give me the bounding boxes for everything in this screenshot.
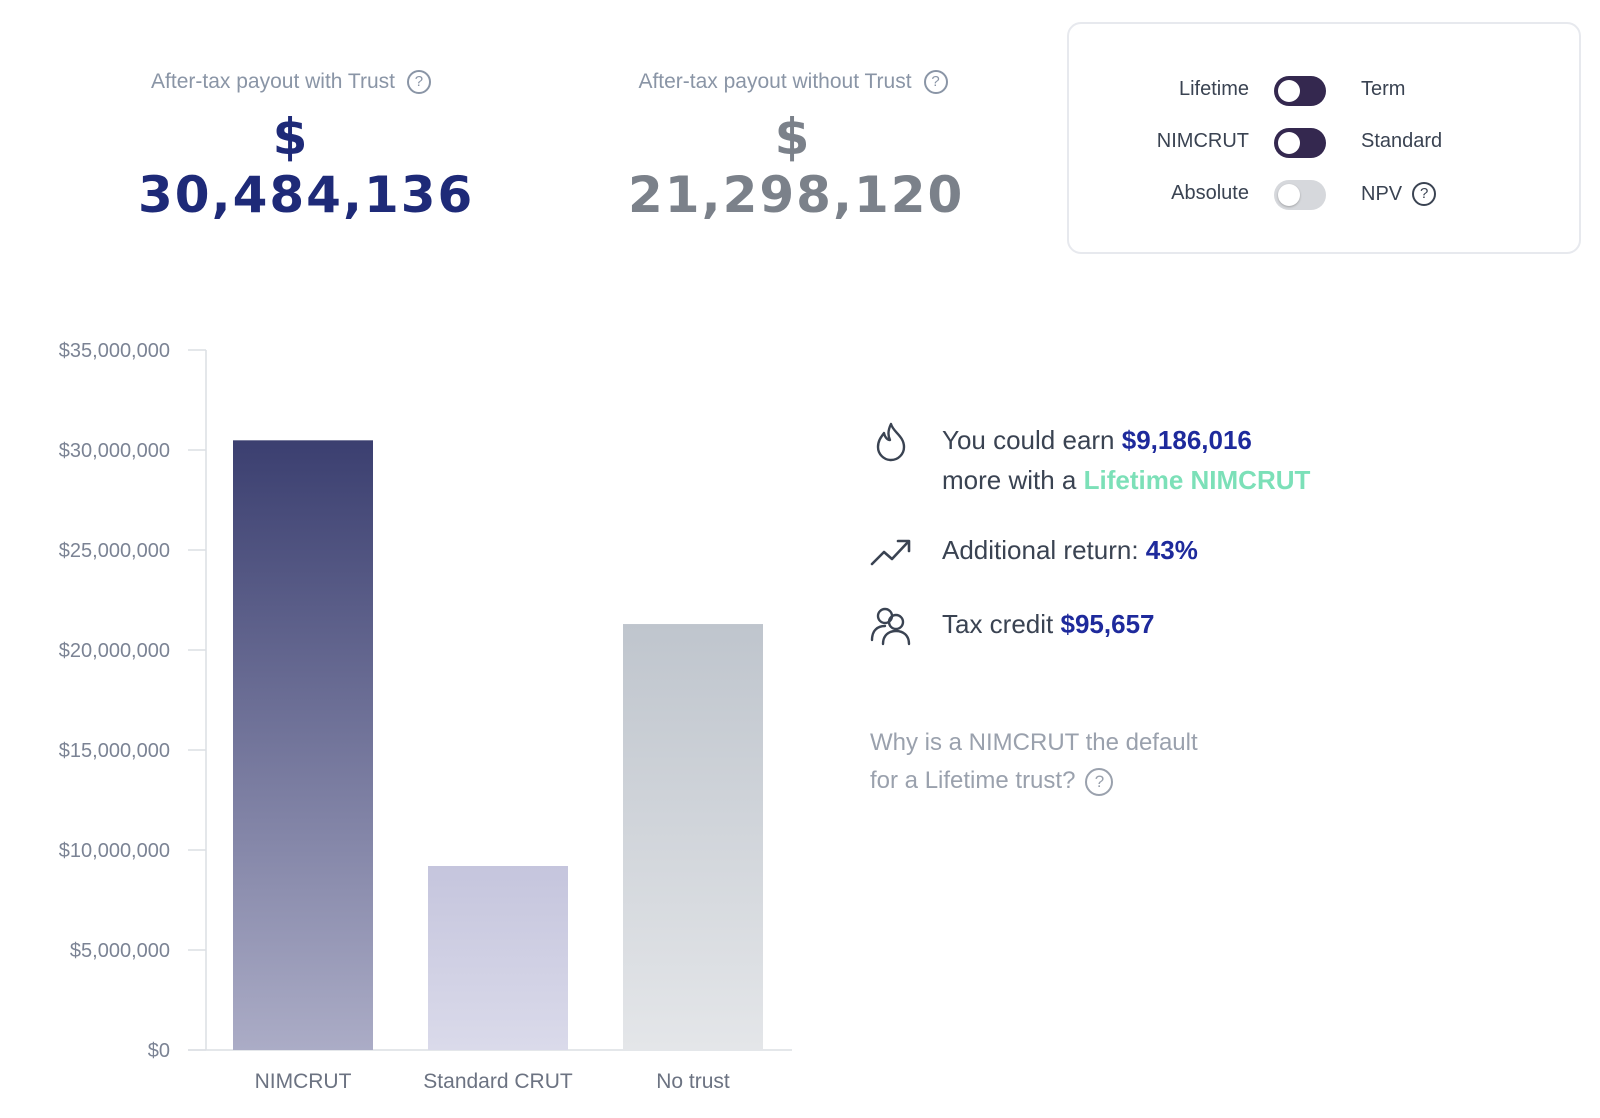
option-row-absolute-npv: Absolute NPV ?	[1069, 174, 1579, 214]
bar-nimcrut[interactable]	[233, 440, 373, 1051]
faq-line-1: Why is a NIMCRUT the default	[870, 729, 1198, 756]
toggle-knob	[1278, 132, 1300, 154]
users-icon	[870, 607, 911, 646]
option-nimcrut-label: NIMCRUT	[1156, 130, 1249, 152]
flame-icon	[876, 422, 906, 462]
payout-with-trust-label: After-tax payout with Trust	[151, 70, 395, 93]
option-absolute-label: Absolute	[1171, 182, 1249, 204]
x-category-label: Standard CRUT	[423, 1070, 573, 1093]
y-tick-label: $30,000,000	[59, 440, 170, 462]
bar-no-trust[interactable]	[623, 624, 763, 1050]
return-label: Additional return:	[942, 535, 1146, 565]
x-category-label: No trust	[656, 1070, 730, 1093]
y-tick-label: $5,000,000	[70, 940, 170, 962]
return-value: 43%	[1145, 535, 1198, 565]
toggle-knob	[1278, 80, 1300, 102]
lifetime-term-toggle[interactable]	[1274, 76, 1326, 106]
payout-without-trust: After-tax payout without Trust ? $ 21,29…	[628, 70, 965, 224]
earn-prefix: You could earn	[942, 425, 1122, 455]
earn-more-insight: You could earn $9,186,016 more with a Li…	[870, 420, 1310, 500]
option-term-label: Term	[1361, 78, 1406, 100]
payout-with-trust: After-tax payout with Trust ? $ 30,484,1…	[138, 70, 475, 224]
y-tick-label: $10,000,000	[59, 840, 170, 862]
options-card: Lifetime Term NIMCRUT Standard Absolute …	[1067, 22, 1581, 254]
nimcrut-standard-toggle[interactable]	[1274, 128, 1326, 158]
help-icon[interactable]: ?	[1085, 767, 1114, 796]
x-category-label: NIMCRUT	[255, 1070, 352, 1093]
faq-line-2: for a Lifetime trust?	[870, 767, 1076, 794]
tax-value: $95,657	[1060, 609, 1155, 639]
earn-middle: more with a	[942, 465, 1084, 495]
option-npv-label: NPV	[1361, 182, 1403, 205]
additional-return-insight: Additional return: 43%	[870, 530, 1198, 572]
help-icon[interactable]: ?	[923, 70, 948, 94]
y-tick-label: $35,000,000	[59, 340, 170, 362]
trending-up-icon	[870, 539, 911, 566]
payout-without-trust-label: After-tax payout without Trust	[638, 70, 912, 93]
absolute-npv-toggle[interactable]	[1274, 180, 1326, 210]
option-row-nimcrut-standard: NIMCRUT Standard	[1069, 122, 1579, 162]
option-standard-label: Standard	[1361, 130, 1443, 152]
earn-product: Lifetime NIMCRUT	[1083, 465, 1311, 495]
y-tick-label: $0	[148, 1040, 170, 1062]
payout-without-trust-value: $ 21,298,120	[628, 108, 965, 224]
toggle-knob	[1278, 184, 1300, 206]
tax-credit-insight: Tax credit $95,657	[870, 604, 1154, 646]
help-icon[interactable]: ?	[1412, 182, 1437, 206]
tax-label: Tax credit	[942, 609, 1061, 639]
earn-amount: $9,186,016	[1121, 425, 1252, 455]
payout-bar-chart: $0 $5,000,000 $10,000,000 $15,000,000 $20,00…	[59, 340, 792, 1093]
help-icon[interactable]: ?	[406, 70, 431, 94]
y-tick-label: $15,000,000	[59, 740, 170, 762]
option-lifetime-label: Lifetime	[1178, 78, 1249, 100]
y-tick-label: $25,000,000	[59, 540, 170, 562]
payout-with-trust-value: $ 30,484,136	[138, 108, 475, 224]
bar-standard-crut[interactable]	[428, 866, 568, 1050]
option-row-lifetime-term: Lifetime Term	[1069, 70, 1579, 110]
y-tick-label: $20,000,000	[59, 640, 170, 662]
nimcrut-faq-link[interactable]: Why is a NIMCRUT the default for a Lifet…	[870, 724, 1198, 800]
